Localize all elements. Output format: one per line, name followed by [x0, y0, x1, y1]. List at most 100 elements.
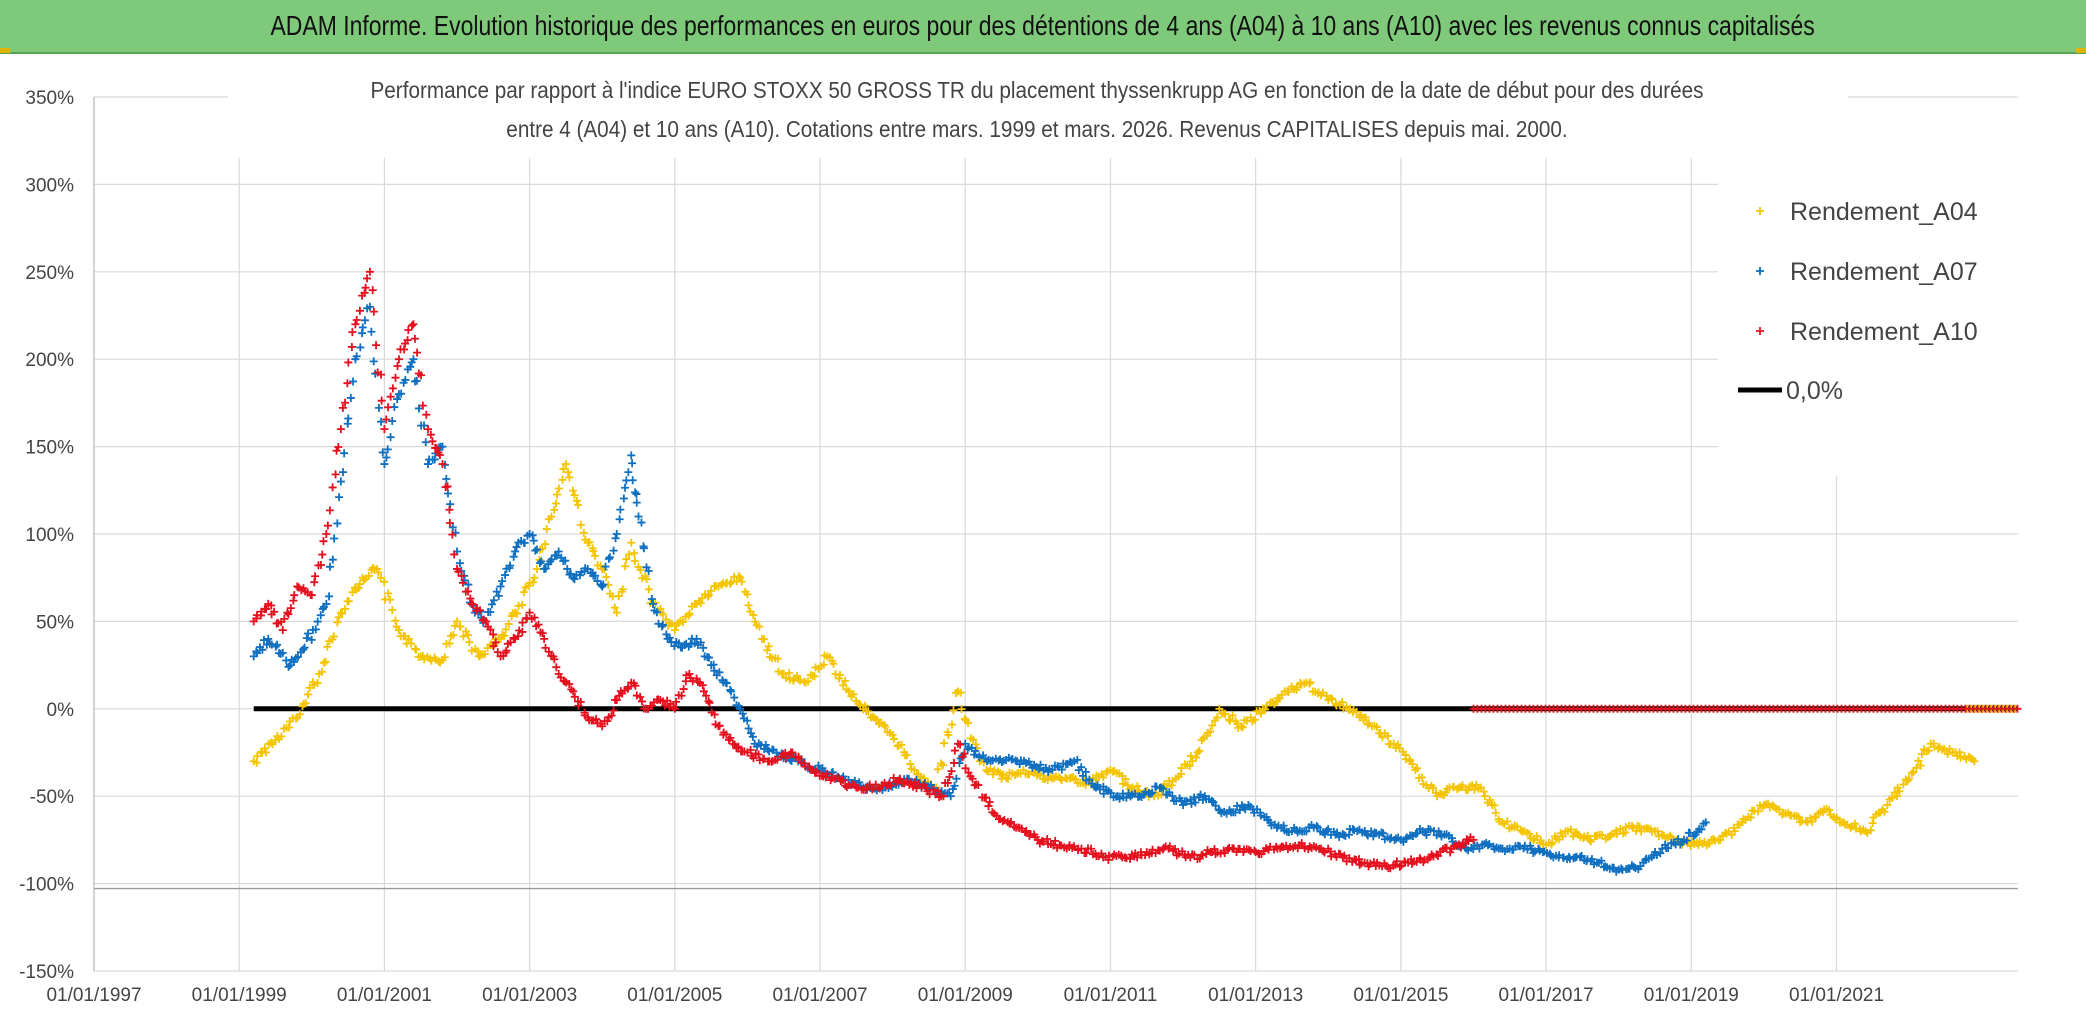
data-point: [459, 632, 468, 641]
data-point: [352, 316, 361, 325]
data-point: [1386, 740, 1395, 749]
data-point: [453, 617, 462, 626]
data-point: [1909, 768, 1918, 777]
data-point: [950, 781, 959, 790]
data-point: [897, 740, 906, 749]
data-point: [400, 345, 409, 354]
data-point: [319, 537, 328, 546]
data-point: [1362, 830, 1371, 839]
data-point: [518, 618, 527, 627]
data-point: [609, 546, 618, 555]
data-point: [819, 660, 828, 669]
legend-item-rendement-a10: Rendement_A10: [1756, 318, 1978, 346]
data-point: [1097, 849, 1106, 858]
data-point: [443, 489, 452, 498]
legend-label: Rendement_A07: [1790, 258, 1978, 286]
data-point: [1241, 805, 1250, 814]
data-point: [616, 505, 625, 514]
legend-item-rendement-a07: Rendement_A07: [1756, 258, 1978, 286]
data-point: [624, 682, 633, 691]
data-point: [303, 690, 312, 699]
data-point: [1284, 828, 1293, 837]
data-point: [920, 779, 929, 788]
data-point: [1883, 800, 1892, 809]
data-point: [794, 754, 803, 763]
data-point: [990, 766, 999, 775]
data-point: [1293, 844, 1302, 853]
data-point: [318, 667, 327, 676]
data-point: [380, 460, 389, 469]
data-point: [258, 645, 267, 654]
data-point: [1328, 695, 1337, 704]
data-point: [628, 459, 637, 468]
data-point: [284, 662, 293, 671]
data-point: [1246, 713, 1255, 722]
data-point: [647, 595, 656, 604]
data-point: [715, 721, 724, 730]
data-point: [749, 610, 758, 619]
data-point: [448, 530, 457, 539]
data-point: [1516, 826, 1525, 835]
data-point: [711, 582, 720, 591]
chart-title-block: Performance par rapport à l'indice EURO …: [228, 58, 1848, 158]
legend-item-zero-line: 0,0%: [1738, 377, 1843, 405]
data-point: [565, 473, 574, 482]
data-point: [410, 334, 419, 343]
data-point: [1413, 764, 1422, 773]
data-point: [751, 617, 760, 626]
data-point: [338, 609, 347, 618]
data-point: [1024, 757, 1033, 766]
data-point: [1466, 833, 1475, 842]
data-point: [1480, 792, 1489, 801]
data-point: [293, 582, 302, 591]
data-point: [292, 714, 301, 723]
data-point: [1099, 789, 1108, 798]
data-point: [383, 445, 392, 454]
data-point: [1045, 764, 1054, 773]
data-point: [989, 770, 998, 779]
data-point: [1383, 731, 1392, 740]
data-point: [325, 506, 334, 515]
data-point: [1656, 849, 1665, 858]
data-point: [1015, 760, 1024, 769]
data-point: [1564, 852, 1573, 861]
data-point: [1866, 826, 1875, 835]
series-rendement-a10: [249, 267, 1478, 873]
data-point: [364, 571, 373, 580]
data-point: [1302, 827, 1311, 836]
data-point: [358, 323, 367, 332]
data-point: [841, 676, 850, 685]
data-point: [253, 649, 262, 658]
banner-corner-right: [2076, 48, 2086, 53]
data-point: [414, 652, 423, 661]
data-point: [511, 547, 520, 556]
data-point: [685, 609, 694, 618]
data-point: [944, 730, 953, 739]
data-point: [1538, 840, 1547, 849]
x-tick-label: 01/01/2021: [1789, 985, 1884, 1006]
data-point: [1585, 835, 1594, 844]
data-point: [502, 646, 511, 655]
data-point: [1117, 851, 1126, 860]
data-point: [406, 362, 415, 371]
data-point: [658, 620, 667, 629]
data-point: [773, 654, 782, 663]
data-point: [1133, 853, 1142, 862]
data-point: [489, 596, 498, 605]
data-point: [442, 475, 451, 484]
data-point: [456, 622, 465, 631]
data-point: [1566, 825, 1575, 834]
data-point: [284, 610, 293, 619]
data-point: [530, 573, 539, 582]
data-point: [532, 545, 541, 554]
data-point: [956, 740, 965, 749]
data-point: [277, 732, 286, 741]
data-point: [369, 357, 378, 366]
data-point: [1190, 850, 1199, 859]
data-point: [393, 361, 402, 370]
data-point: [764, 642, 773, 651]
data-point: [632, 490, 641, 499]
data-point: [448, 523, 457, 532]
data-point: [893, 742, 902, 751]
data-point: [1179, 800, 1188, 809]
